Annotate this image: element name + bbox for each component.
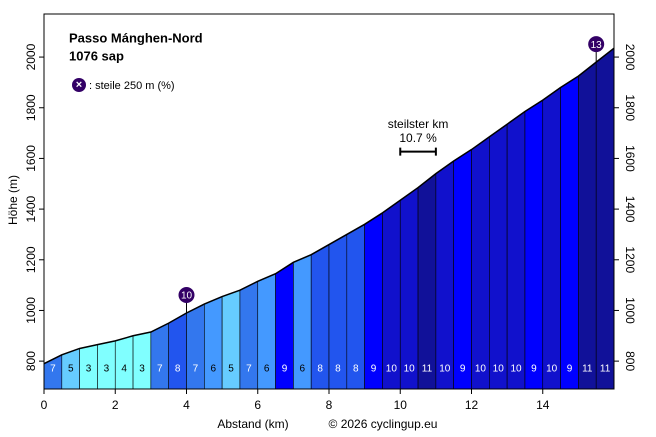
profile-segment bbox=[186, 303, 205, 390]
y2-tick-label: 800 bbox=[623, 351, 637, 371]
profile-segment bbox=[150, 322, 169, 390]
legend-symbol-circle bbox=[72, 78, 86, 92]
gradient-label: 7 bbox=[193, 364, 199, 375]
marker bbox=[178, 286, 195, 303]
x-tick-label: 8 bbox=[326, 398, 333, 412]
gradient-label: 3 bbox=[104, 364, 110, 375]
profile-segment bbox=[382, 199, 401, 390]
gradient-label: 6 bbox=[210, 364, 216, 375]
gradient-label: 7 bbox=[246, 364, 252, 375]
gradient-label: 9 bbox=[567, 364, 573, 375]
x-tick-label: 10 bbox=[394, 398, 408, 412]
gradient-label: 11 bbox=[582, 364, 593, 375]
gradient-label: 9 bbox=[531, 364, 537, 375]
gradient-label: 11 bbox=[600, 364, 611, 375]
y2-tick-label: 1600 bbox=[623, 145, 637, 172]
gradient-label: 5 bbox=[68, 364, 74, 375]
gradient-label: 8 bbox=[335, 364, 341, 375]
y-tick-label: 2000 bbox=[24, 43, 38, 70]
profile-segment bbox=[204, 296, 223, 390]
profile-segment bbox=[417, 173, 437, 390]
marker-label: 10 bbox=[181, 291, 193, 302]
y-tick-label: 800 bbox=[24, 351, 38, 371]
gradient-label: 10 bbox=[510, 364, 522, 375]
profile-segment bbox=[453, 149, 472, 390]
gradient-label: 10 bbox=[475, 364, 487, 375]
gradient-label: 9 bbox=[282, 364, 288, 375]
profile-segment bbox=[595, 47, 615, 390]
legend-symbol: × bbox=[76, 79, 82, 91]
gradient-label: 8 bbox=[175, 364, 181, 375]
profile-segment bbox=[560, 75, 579, 390]
profile-segment bbox=[524, 99, 544, 390]
chart-title: Passo Mánghen-Nord bbox=[69, 30, 203, 45]
gradient-label: 7 bbox=[157, 364, 163, 375]
y2-tick-label: 1800 bbox=[623, 94, 637, 121]
marker bbox=[588, 36, 605, 53]
x-axis-label: Abstand (km) bbox=[217, 417, 288, 431]
gradient-label: 9 bbox=[371, 364, 377, 375]
gradient-label: 10 bbox=[386, 364, 398, 375]
profile-segment bbox=[471, 136, 490, 390]
profile-segment bbox=[364, 212, 383, 390]
gradient-label: 11 bbox=[422, 364, 433, 375]
x-tick-label: 14 bbox=[536, 398, 550, 412]
gradient-label: 8 bbox=[353, 364, 359, 375]
gradient-label: 9 bbox=[460, 364, 466, 375]
gradient-label: 6 bbox=[264, 364, 270, 375]
profile-segment bbox=[435, 160, 454, 390]
profile-segment bbox=[399, 186, 419, 390]
y-tick-label: 1200 bbox=[24, 246, 38, 273]
steepest-title: steilster km bbox=[388, 117, 449, 131]
gradient-label: 10 bbox=[493, 364, 505, 375]
gradient-label: 8 bbox=[317, 364, 323, 375]
y-tick-label: 1800 bbox=[24, 94, 38, 121]
gradient-label: 4 bbox=[121, 364, 127, 375]
profile-line bbox=[43, 47, 615, 365]
chart-subtitle: 1076 sap bbox=[69, 48, 124, 63]
y2-tick-label: 2000 bbox=[623, 44, 637, 71]
profile-segment bbox=[114, 335, 134, 390]
gradient-label: 10 bbox=[404, 364, 416, 375]
gradient-label: 3 bbox=[86, 364, 92, 375]
profile-segment bbox=[489, 123, 508, 390]
gradient-label: 10 bbox=[439, 364, 451, 375]
y2-tick-label: 1000 bbox=[623, 297, 637, 324]
y2-tick-label: 1400 bbox=[623, 196, 637, 223]
credit: © 2026 cyclingup.eu bbox=[329, 417, 438, 431]
x-tick-label: 12 bbox=[465, 398, 479, 412]
x-tick-label: 6 bbox=[254, 398, 261, 412]
gradient-label: 10 bbox=[546, 364, 558, 375]
profile-segment bbox=[132, 331, 152, 390]
x-tick-label: 4 bbox=[183, 398, 190, 412]
profile-segment bbox=[506, 110, 526, 390]
gradient-label: 5 bbox=[228, 364, 234, 375]
y-tick-label: 1600 bbox=[24, 145, 38, 172]
profile-segment bbox=[168, 312, 187, 390]
profile-segment bbox=[578, 61, 597, 390]
y2-tick-label: 1200 bbox=[623, 246, 637, 273]
gradient-label: 3 bbox=[139, 364, 145, 375]
y-tick-label: 1400 bbox=[24, 195, 38, 222]
profile-segment bbox=[542, 86, 561, 390]
x-tick-label: 2 bbox=[112, 398, 119, 412]
gradient-label: 6 bbox=[300, 364, 306, 375]
legend-text: : steile 250 m (%) bbox=[89, 80, 175, 92]
marker-label: 13 bbox=[591, 40, 603, 51]
y-axis-label: Höhe (m) bbox=[6, 175, 20, 225]
gradient-label: 7 bbox=[50, 364, 56, 375]
steepest-value: 10.7 % bbox=[399, 131, 437, 145]
x-tick-label: 0 bbox=[41, 398, 48, 412]
y-tick-label: 1000 bbox=[24, 297, 38, 324]
